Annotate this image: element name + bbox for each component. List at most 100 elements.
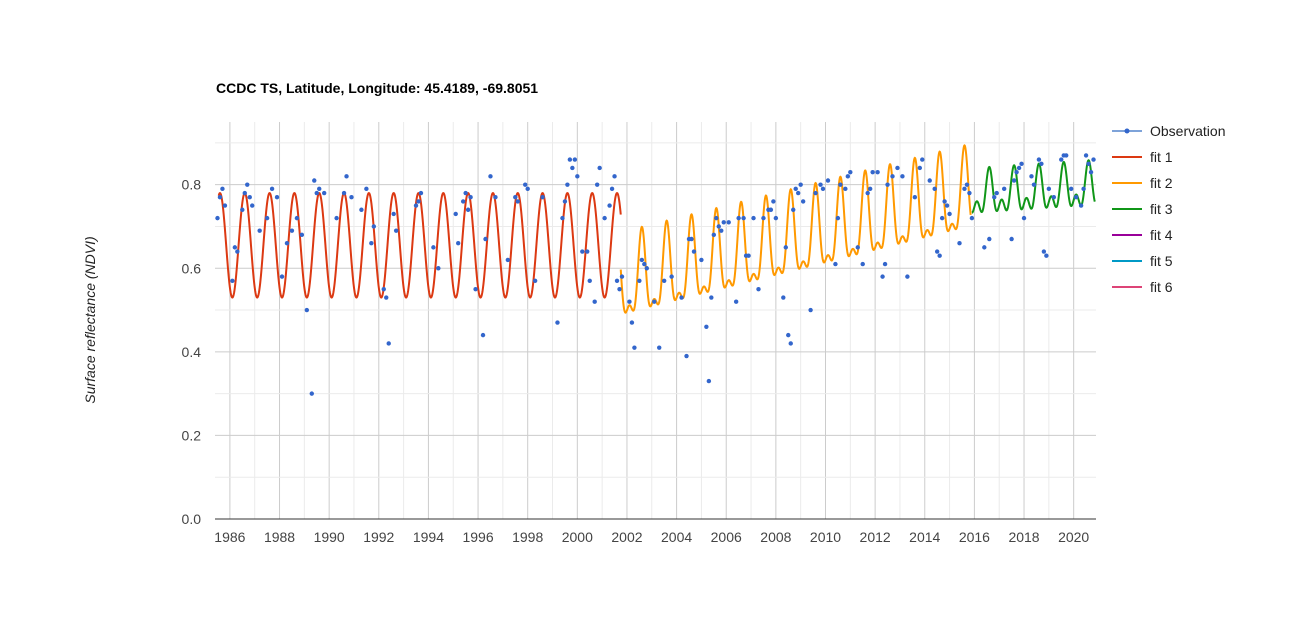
observation-point: [1016, 165, 1022, 171]
legend-item[interactable]: fit 2: [1112, 175, 1173, 191]
observation-point: [602, 215, 607, 221]
observation-point: [942, 199, 947, 204]
fit-line-2: [619, 144, 972, 314]
legend-item[interactable]: fit 4: [1112, 227, 1173, 243]
observation-point: [242, 190, 247, 196]
observation-point: [344, 174, 349, 179]
observation-point: [247, 195, 252, 200]
observation-point: [791, 207, 796, 212]
legend-item[interactable]: fit 1: [1112, 149, 1173, 165]
legend[interactable]: Observation fit 1 fit 2 fit 3 fit 4 fit 5 fit …: [1112, 123, 1225, 295]
observation-point: [905, 274, 910, 279]
observation-point: [900, 174, 905, 179]
observation-point: [706, 378, 712, 384]
observation-point: [232, 245, 238, 250]
observation-point: [927, 178, 932, 183]
observation-point: [882, 261, 888, 267]
observation-point: [1068, 186, 1074, 192]
observation-point: [719, 228, 724, 233]
observation-point: [1011, 178, 1017, 183]
observation-point: [555, 320, 560, 325]
observation-point: [309, 391, 314, 396]
observation-point: [994, 190, 999, 196]
legend-label: fit 3: [1150, 201, 1173, 217]
observation-point: [505, 257, 511, 263]
observation-point: [575, 174, 580, 179]
observation-point: [726, 220, 731, 225]
observation-point: [483, 236, 488, 242]
observation-point: [1088, 169, 1094, 175]
observation-point: [751, 215, 756, 221]
observation-point: [875, 169, 880, 175]
observation-point: [515, 199, 520, 204]
observation-point: [617, 286, 622, 292]
y-tick-label: 0.0: [182, 511, 202, 527]
observation-point: [369, 240, 374, 246]
observation-point: [1091, 157, 1096, 162]
observation-point: [371, 224, 377, 229]
observation-point: [798, 182, 803, 187]
observation-point: [1036, 157, 1042, 162]
observation-point: [746, 253, 751, 258]
legend-item[interactable]: fit 5: [1112, 253, 1173, 269]
observation-point: [341, 190, 347, 196]
observation-point: [689, 236, 694, 242]
observation-point: [532, 278, 538, 283]
observation-point: [741, 215, 746, 221]
observation-point: [786, 332, 791, 338]
x-tick-label: 2018: [1008, 529, 1039, 545]
observation-point: [796, 190, 801, 196]
observation-point: [870, 169, 875, 175]
observation-point: [1019, 161, 1024, 166]
observation-point: [845, 174, 851, 179]
observation-point: [250, 203, 255, 208]
grid: [215, 122, 1096, 520]
observation-point: [1051, 195, 1057, 200]
legend-label: fit 2: [1150, 175, 1173, 191]
observation-point: [513, 195, 518, 200]
x-tick-label: 2010: [810, 529, 841, 545]
observation-point: [771, 199, 776, 204]
observation-point: [838, 182, 843, 187]
observation-point: [937, 253, 942, 258]
observation-point: [349, 195, 354, 200]
observation-point: [939, 215, 945, 221]
observation-point: [269, 186, 275, 192]
observation-point: [594, 182, 600, 187]
x-tick-label: 1998: [512, 529, 543, 545]
observation-point: [279, 274, 285, 279]
observation-point: [808, 307, 813, 313]
legend-item[interactable]: fit 3: [1112, 201, 1173, 217]
observation-point: [768, 207, 774, 212]
observation-point: [488, 174, 493, 179]
observation-point: [587, 278, 592, 283]
observation-point: [540, 195, 545, 200]
observation-point: [642, 261, 647, 267]
observation-point: [860, 261, 865, 267]
observation-point: [1001, 186, 1007, 192]
observation-point: [217, 195, 223, 200]
observation-point: [920, 157, 925, 162]
observation-point: [314, 190, 319, 196]
observation-point: [465, 207, 471, 212]
observation-point: [580, 249, 585, 254]
legend-label: Observation: [1150, 123, 1225, 139]
observation-point: [890, 174, 895, 179]
legend-item[interactable]: Observation: [1112, 123, 1225, 139]
observation-point: [880, 274, 885, 279]
observation-point: [895, 165, 900, 171]
observation-point: [947, 211, 952, 217]
observation-point: [460, 199, 466, 204]
observation-point: [562, 199, 568, 204]
observation-point: [736, 215, 741, 221]
legend-item[interactable]: fit 6: [1112, 279, 1173, 295]
observation-point: [992, 195, 997, 200]
observation-point: [711, 232, 717, 238]
x-tick-label: 2006: [711, 529, 742, 545]
observation-point: [1009, 236, 1014, 242]
x-tick-label: 1992: [363, 529, 394, 545]
observation-point: [867, 186, 873, 192]
observation-point: [885, 182, 890, 187]
observation-point: [413, 203, 419, 208]
observation-point: [1039, 161, 1044, 166]
